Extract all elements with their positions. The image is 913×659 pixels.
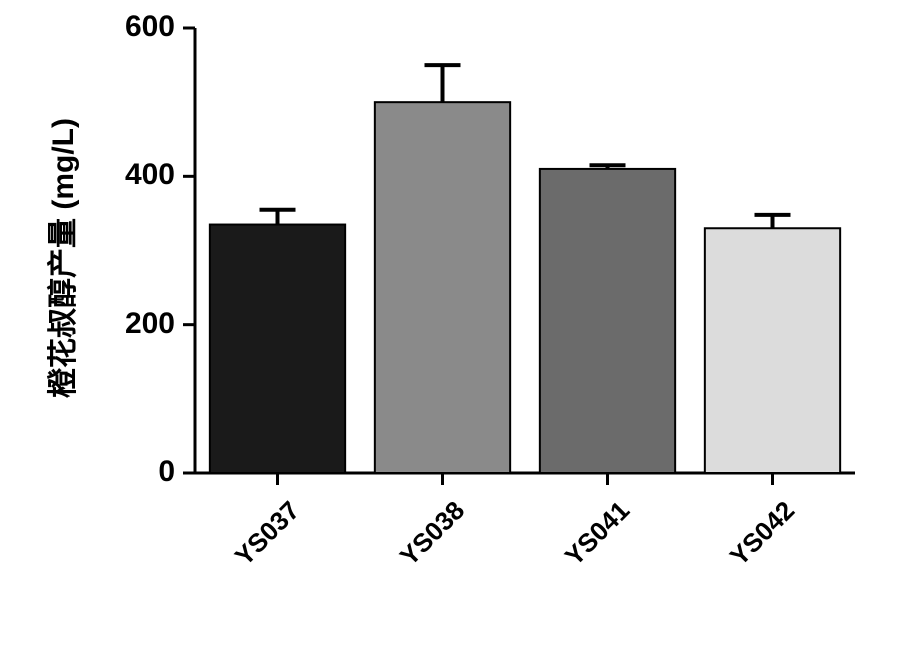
bar-chart: 橙花叔醇产量 (mg/L) 0200400600 YS037YS038YS041… (0, 0, 913, 659)
y-tick-label: 400 (95, 158, 175, 192)
y-tick-label: 600 (95, 10, 175, 44)
y-axis-label: 橙花叔醇产量 (mg/L) (38, 58, 82, 458)
y-tick-label: 0 (95, 455, 175, 489)
y-tick-label: 200 (95, 307, 175, 341)
